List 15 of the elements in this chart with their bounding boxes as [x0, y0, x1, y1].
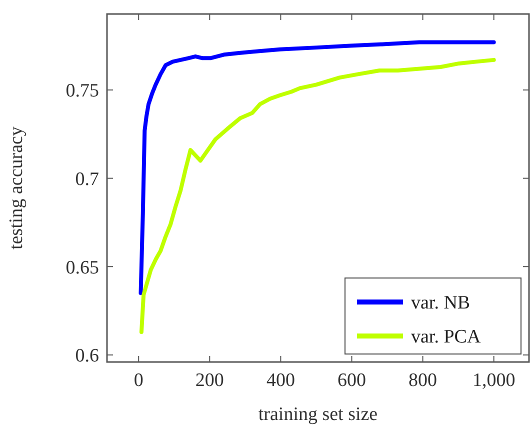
y-axis-title: testing accuracy: [6, 126, 27, 250]
y-tick-label: 0.7: [75, 168, 99, 190]
x-tick-label: 600: [337, 370, 366, 391]
y-tick-label: 0.6: [75, 346, 99, 367]
x-axis-title: training set size: [258, 404, 378, 425]
y-tick-label: 0.75: [66, 80, 99, 102]
x-tick-label: 200: [195, 370, 224, 391]
legend-label: var. NB: [411, 292, 470, 314]
line-series: [138, 40, 496, 296]
x-tick-label: 800: [408, 370, 438, 391]
legend-label: var. PCA: [411, 326, 481, 348]
x-tick-label: 0: [134, 370, 144, 391]
x-tick-label: 400: [266, 370, 295, 391]
x-tick-label: 1,000: [472, 370, 516, 391]
y-tick-label: 0.65: [66, 257, 99, 278]
